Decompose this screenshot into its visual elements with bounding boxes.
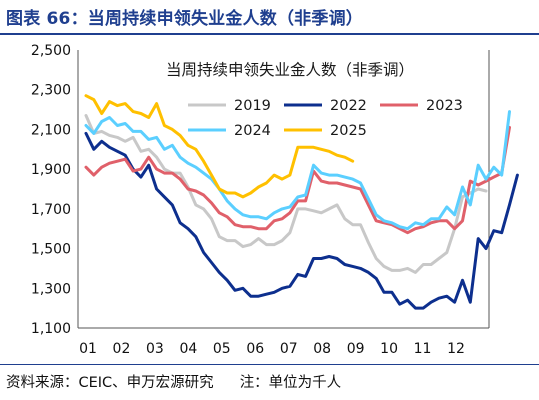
- x-axis-tick-labels: 01 02 03 04 05 06 07 08 09 10 11 12: [79, 341, 465, 357]
- series-line-2025: [84, 94, 355, 199]
- legend-label-2024: 2024: [234, 123, 271, 139]
- title-underline: [0, 33, 539, 35]
- x-tick-label: 12: [447, 341, 465, 357]
- series-line-2023: [84, 125, 511, 235]
- x-tick-label: 01: [79, 341, 97, 357]
- y-tick-label: 2,500: [31, 43, 71, 59]
- legend-label-2022: 2022: [330, 98, 367, 114]
- x-tick-label: 05: [213, 341, 231, 357]
- x-tick-label: 11: [414, 341, 432, 357]
- chart-title: 当周持续申领失业金人数（非季调）: [166, 61, 414, 79]
- y-axis-tick-labels: 1,100 1,300 1,500 1,700 1,900 2,100 2,300 2,500: [31, 43, 71, 337]
- legend-label-2019: 2019: [234, 98, 271, 114]
- source-text: 资料来源：CEIC、申万宏源研究: [6, 375, 214, 391]
- source-note: 资料来源：CEIC、申万宏源研究 注：单位为千人: [6, 371, 341, 392]
- x-tick-label: 04: [179, 341, 197, 357]
- x-tick-label: 07: [280, 341, 298, 357]
- x-tick-label: 10: [380, 341, 398, 357]
- figure-title: 图表 66：当周持续申领失业金人数（非季调）: [6, 9, 363, 29]
- legend: 2019 2022 2023 2024 2025: [188, 98, 463, 139]
- x-tick-label: 03: [146, 341, 164, 357]
- series-line-2024: [84, 110, 511, 231]
- x-tick-label: 09: [347, 341, 365, 357]
- x-tick-label: 06: [246, 341, 264, 357]
- y-tick-label: 2,100: [31, 122, 71, 138]
- y-tick-label: 2,300: [31, 83, 71, 99]
- series-line-2019: [84, 114, 488, 274]
- y-tick-label: 1,700: [31, 202, 71, 218]
- x-tick-label: 08: [313, 341, 331, 357]
- unit-note: 注：单位为千人: [239, 375, 342, 391]
- y-tick-label: 1,300: [31, 281, 71, 297]
- line-chart: 1,100 1,300 1,500 1,700 1,900 2,100 2,300 2,500…: [31, 43, 519, 357]
- legend-label-2025: 2025: [330, 123, 367, 139]
- source-rule: [0, 364, 539, 365]
- y-tick-label: 1,100: [31, 321, 71, 337]
- series-line-2022: [84, 131, 519, 310]
- plot-axes: [77, 50, 490, 329]
- y-tick-label: 1,900: [31, 162, 71, 178]
- series-lines: [84, 94, 519, 310]
- y-tick-label: 1,500: [31, 242, 71, 258]
- legend-label-2023: 2023: [426, 98, 463, 114]
- x-tick-label: 02: [113, 341, 131, 357]
